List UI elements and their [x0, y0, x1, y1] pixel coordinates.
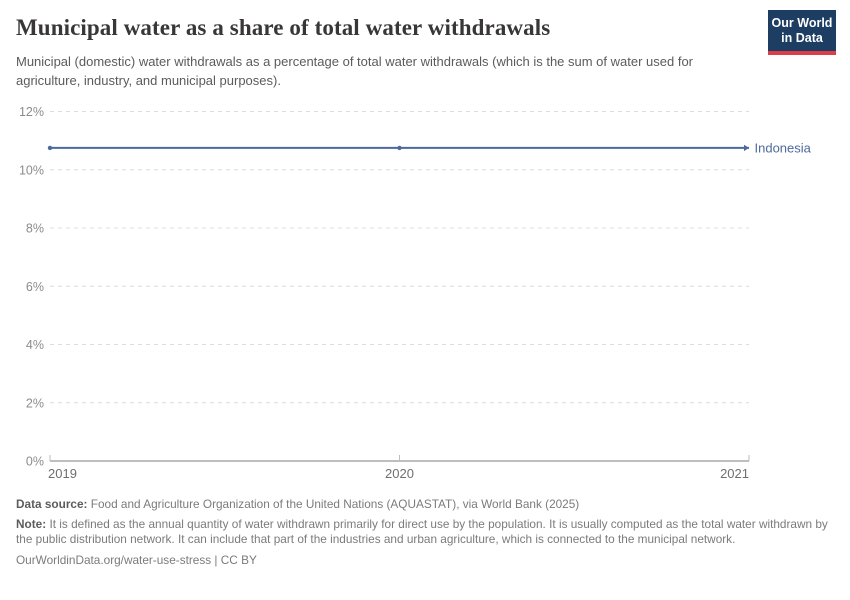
y-axis-tick-label: 2%	[26, 396, 44, 410]
y-axis-tick-label: 4%	[26, 338, 44, 352]
y-axis-tick-label: 12%	[19, 105, 44, 119]
data-source-label: Data source:	[16, 497, 88, 511]
data-point	[47, 145, 53, 151]
y-axis-tick-label: 0%	[26, 455, 44, 469]
y-axis-tick-label: 6%	[26, 280, 44, 294]
chart-subtitle: Municipal (domestic) water withdrawals a…	[16, 53, 694, 89]
owid-logo[interactable]: Our World in Data	[768, 10, 836, 55]
data-point	[397, 145, 402, 151]
note-label: Note:	[16, 517, 47, 532]
logo-line1: Our World	[771, 16, 833, 30]
chart-footer: Data source: Food and Agriculture Organi…	[16, 497, 836, 568]
note-text: It is defined as the annual quantity of …	[16, 517, 828, 546]
data-source-line: Data source: Food and Agriculture Organi…	[16, 497, 836, 511]
y-axis-tick-label: 8%	[26, 222, 44, 236]
line-end-arrow	[744, 144, 749, 152]
note-line: Note: It is defined as the annual quanti…	[16, 517, 836, 546]
y-axis-tick-label: 10%	[19, 163, 44, 177]
x-axis-tick-label: 2020	[385, 466, 414, 481]
series-label-indonesia[interactable]: Indonesia	[755, 140, 812, 155]
data-source-text: Food and Agriculture Organization of the…	[90, 497, 580, 511]
chart-header: Municipal water as a share of total wate…	[16, 10, 836, 91]
x-axis-tick-label: 2019	[48, 466, 77, 481]
canonical-link[interactable]: OurWorldinData.org/water-use-stress | CC…	[16, 553, 257, 568]
logo-line2: in Data	[781, 31, 823, 45]
x-axis-tick-label: 2021	[720, 466, 749, 481]
chart-title: Municipal water as a share of total wate…	[16, 15, 551, 40]
